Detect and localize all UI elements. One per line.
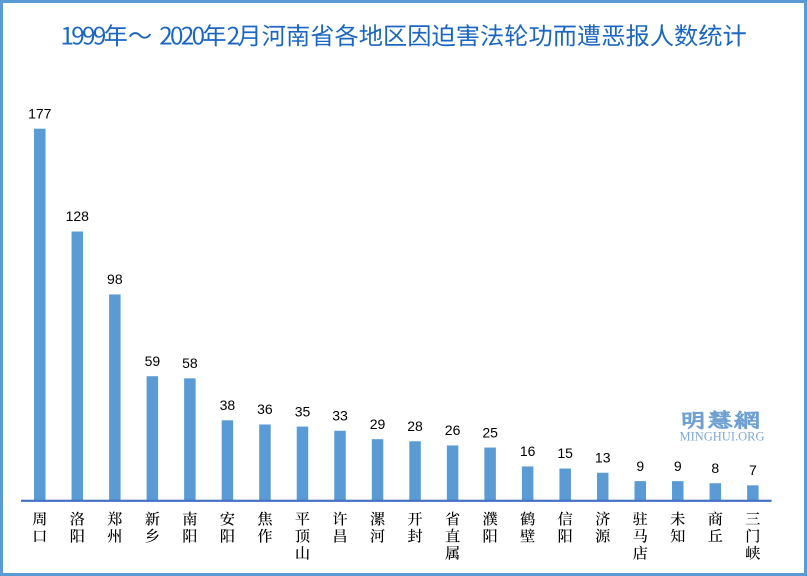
svg-text:98: 98 [107, 271, 123, 287]
svg-text:13: 13 [595, 449, 611, 465]
svg-text:8: 8 [711, 460, 719, 476]
svg-text:7: 7 [749, 462, 757, 478]
svg-text:33: 33 [332, 407, 348, 423]
svg-text:9: 9 [636, 458, 644, 474]
svg-text:16: 16 [520, 443, 536, 459]
svg-text:25: 25 [482, 424, 498, 440]
svg-text:128: 128 [66, 208, 90, 224]
svg-text:35: 35 [295, 403, 311, 419]
svg-text:36: 36 [257, 401, 273, 417]
svg-text:15: 15 [557, 445, 573, 461]
svg-text:59: 59 [145, 353, 161, 369]
svg-text:58: 58 [182, 355, 198, 371]
svg-text:26: 26 [445, 422, 461, 438]
svg-text:28: 28 [407, 418, 423, 434]
svg-text:177: 177 [28, 105, 52, 121]
svg-text:38: 38 [220, 397, 236, 413]
svg-text:MINGHUI.ORG: MINGHUI.ORG [679, 430, 764, 444]
svg-text:29: 29 [370, 416, 386, 432]
svg-text:9: 9 [674, 458, 682, 474]
